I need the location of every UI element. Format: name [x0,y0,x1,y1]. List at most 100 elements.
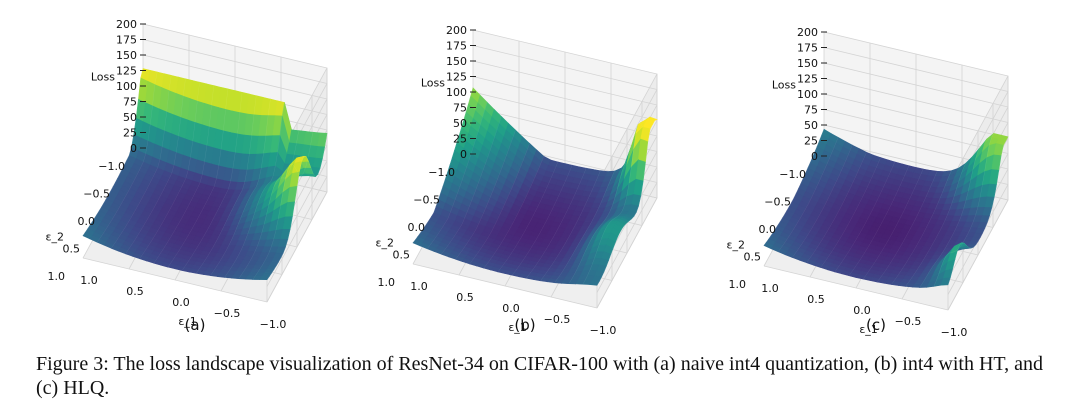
y-tick-label: 1.0 [378,276,396,289]
wire-line [582,122,643,285]
wire-line [947,136,1009,285]
v-floor-gridline [412,263,598,309]
z-tick-label: 75 [123,96,137,109]
y-tick-label: −0.5 [83,188,110,201]
y-tick-label: −0.5 [764,196,791,209]
v-floor-gridline [763,265,949,311]
subfigure-label: (b) [514,316,535,334]
wire-line [455,130,516,260]
y-tick-label: 0.5 [744,251,762,264]
x-tick-label: −1.0 [260,318,287,331]
y-tick-label: 1.0 [48,270,66,283]
y-axis-label: ε_2 [727,239,745,252]
wire-line [469,143,530,265]
z-tick-label: 125 [446,71,467,84]
z-tick-label: 150 [116,49,137,62]
wire-line [778,137,839,252]
wire-line [181,92,243,271]
x-tick-label: 1.0 [410,280,428,293]
surface-mesh [763,128,1009,288]
y-axis-label: ε_2 [376,237,394,250]
wire-line [139,82,200,259]
wire-line [919,147,980,288]
z-tick-label: 25 [804,135,818,148]
z-axis: 0 25 50 75 100 125 150 175 200 Loss [772,26,827,163]
wire-line [238,130,299,279]
wire-line [848,165,910,276]
x-tick-label: 0.5 [456,291,474,304]
wire-line [540,170,601,281]
wire-line [497,161,559,273]
x-axis: 1.0 0.5 0.0 −0.5 −1.0 ε_1 [80,274,286,331]
y-axis: −1.0 −0.5 0.0 0.5 1.0 ε_2 [46,160,125,283]
surface-wire [82,68,328,280]
x-tick-label: 0.0 [853,304,871,317]
z-tick-label: 125 [797,73,818,86]
wire-line [763,129,825,246]
figure-caption: Figure 3: The loss landscape visualizati… [36,353,1044,399]
wire-line [412,87,474,244]
wire-line [891,170,952,285]
x-axis-label: ε_1 [178,315,196,328]
z-tick-label: 175 [116,34,137,47]
wire-line [820,157,881,268]
y-tick-label: 0.0 [408,221,426,234]
z-tick-label: 200 [116,18,137,31]
y-tick-label: 0.5 [63,243,81,256]
y-tick-label: 0.0 [78,215,96,228]
y-tick-label: −1.0 [428,166,455,179]
u-floor-gridline [266,191,328,303]
z-tick-label: 100 [797,88,818,101]
subfigure-label: (c) [866,316,886,334]
y-tick-label: −1.0 [779,168,806,181]
z-axis-label: Loss [421,77,445,90]
x-axis: 1.0 0.5 0.0 −0.5 −1.0 ε_1 [761,282,967,339]
wire-line [167,88,229,268]
v-floor-gridline [82,257,268,303]
chart-panel-c: 0 25 50 75 100 125 150 175 200 Loss −1.0 −0.5 0.0 0.5… [727,26,1009,339]
z-tick-label: 75 [804,104,818,117]
wire-line [862,168,924,280]
wire-line [792,145,853,258]
surface-facet [940,277,951,286]
wire-line [596,119,658,286]
u-floor-gridline [596,197,658,309]
wire-line [483,156,544,269]
wire-line [806,152,867,263]
y-tick-label: 1.0 [729,278,747,291]
wire-line [877,171,938,283]
x-tick-label: 0.0 [502,302,520,315]
chart-panel-a: 0 25 50 75 100 125 150 175 200 Loss −1.0 −0.5 0.0 0.5… [46,18,328,334]
y-axis: −1.0 −0.5 0.0 0.5 1.0 ε_2 [727,168,806,291]
z-axis: 0 25 50 75 100 125 150 175 200 Loss [421,24,476,161]
wire-line [111,75,172,249]
z-tick-label: 0 [811,150,818,163]
wire-line [834,161,895,273]
x-tick-label: −1.0 [590,324,617,337]
wire-line [427,102,488,249]
wire-line [933,133,994,287]
wire-line [554,171,615,283]
z-tick-label: 0 [460,148,467,161]
x-tick-label: 1.0 [761,282,779,295]
z-tick-label: 50 [453,117,467,130]
x-tick-label: 0.0 [172,296,190,309]
z-tick-label: 175 [797,42,818,55]
z-tick-label: 200 [797,26,818,39]
z-axis-label: Loss [91,71,115,84]
chart-panel-b: 0 25 50 75 100 125 150 175 200 Loss −1.0 −0.5 0.0 0.5… [376,24,658,337]
x-tick-label: 1.0 [80,274,98,287]
z-tick-label: 150 [446,55,467,68]
y-tick-label: −1.0 [98,160,125,173]
z-axis-label: Loss [772,79,796,92]
surface-wire [763,129,1009,288]
z-tick-label: 125 [116,65,137,78]
z-tick-label: 100 [116,80,137,93]
x-tick-label: −1.0 [941,326,968,339]
z-tick-label: 25 [123,127,137,140]
x-tick-label: 0.5 [126,285,144,298]
surface-mesh [82,68,328,281]
y-tick-label: 0.0 [759,223,777,236]
x-tick-label: 0.5 [807,293,825,306]
x-tick-label: −0.5 [895,315,922,328]
